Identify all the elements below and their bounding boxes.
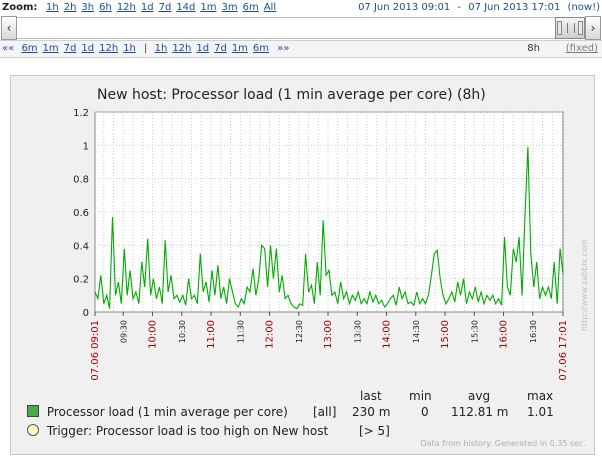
zoom-link-3h[interactable]: 3h bbox=[81, 2, 95, 13]
y-tick-label: 0.2 bbox=[73, 275, 89, 286]
legend-item-max: 1.01 bbox=[527, 405, 554, 419]
legend-trigger: Trigger: Processor load is too high on N… bbox=[27, 424, 587, 440]
back-link-6m[interactable]: 6m bbox=[21, 43, 38, 54]
x-tick-label: 15:30 bbox=[470, 320, 479, 343]
forward-link-7d[interactable]: 7d bbox=[214, 43, 227, 54]
legend-item-scope: [all] bbox=[313, 405, 337, 419]
x-tick-label: 14:30 bbox=[412, 320, 421, 343]
now-link[interactable]: (now!) bbox=[567, 2, 600, 13]
date-range: 07 Jun 2013 09:01 - 07 Jun 2013 17:01 (n… bbox=[354, 0, 600, 16]
forward-link-6m[interactable]: 6m bbox=[252, 43, 270, 54]
forward-options: 1h 12h 1d 7d 1m 6m bbox=[155, 43, 274, 54]
zoom-link-2h[interactable]: 2h bbox=[63, 2, 77, 13]
scroll-track[interactable] bbox=[17, 17, 585, 39]
yellow-circle-icon bbox=[27, 424, 39, 436]
x-tick-label: 12:00 bbox=[265, 320, 276, 349]
forward-arrows[interactable]: »» bbox=[277, 43, 290, 54]
zoom-link-14d[interactable]: 14d bbox=[176, 2, 196, 13]
x-tick-label: 14:00 bbox=[382, 320, 393, 349]
y-tick-label: 0 bbox=[83, 308, 89, 319]
graph-title: New host: Processor load (1 min average … bbox=[97, 87, 486, 103]
green-square-swatch-icon bbox=[27, 405, 39, 417]
fixed-toggle[interactable]: (fixed) bbox=[565, 43, 598, 54]
trigger-threshold: [> 5] bbox=[359, 424, 390, 438]
scroll-left-button[interactable]: ‹ bbox=[1, 16, 17, 40]
y-tick-label: 0.6 bbox=[73, 208, 89, 219]
back-options: 6m 1m 7d 1d 12h 1h bbox=[21, 43, 140, 54]
timeline-scrollbar: ‹ › bbox=[0, 16, 602, 40]
thumb-grip-icon bbox=[567, 23, 575, 33]
period-nav-links: «« 6m 1m 7d 1d 12h 1h | 1h 12h 1d 7d 1m 6m »» bbox=[2, 41, 293, 57]
back-arrows[interactable]: «« bbox=[2, 43, 15, 54]
x-tick-label: 11:00 bbox=[206, 320, 217, 349]
graph-panel: New host: Processor load (1 min average … bbox=[10, 75, 595, 455]
trigger-text: Trigger: Processor load is too high on N… bbox=[46, 424, 329, 438]
period-navigation: «« 6m 1m 7d 1d 12h 1h | 1h 12h 1d 7d 1m 6m »» 8h (… bbox=[0, 40, 602, 58]
zoom-bar: Zoom: 1h 2h 3h 6h 12h 1d 7d 14d 1m 3m 6m All 07 Jun… bbox=[0, 0, 602, 16]
y-tick-label: 0.4 bbox=[73, 241, 89, 252]
forward-link-1d[interactable]: 1d bbox=[196, 43, 210, 54]
back-link-1d[interactable]: 1d bbox=[81, 43, 95, 54]
x-tick-label: 09:30 bbox=[119, 320, 128, 343]
x-tick-label: 07.06 17:01 bbox=[558, 320, 569, 381]
chevron-right-icon: › bbox=[590, 21, 596, 35]
zoom-link-6m[interactable]: 6m bbox=[242, 2, 259, 13]
zoom-link-12h[interactable]: 12h bbox=[116, 2, 136, 13]
y-tick-label: 1.2 bbox=[73, 108, 89, 119]
x-tick-label: 11:30 bbox=[236, 320, 245, 343]
zoom-link-1d[interactable]: 1d bbox=[140, 2, 154, 13]
x-tick-label: 15:00 bbox=[440, 320, 451, 349]
legend-header-avg: avg bbox=[468, 389, 491, 403]
forward-link-1m[interactable]: 1m bbox=[231, 43, 248, 54]
x-tick-label: 07.06 09:01 bbox=[90, 320, 101, 381]
series-line-0 bbox=[94, 146, 564, 310]
date-separator: - bbox=[457, 2, 462, 13]
y-tick-label: 1 bbox=[83, 141, 89, 152]
watermark: http://www.zabbix.com bbox=[580, 239, 589, 331]
y-tick-label: 0.8 bbox=[73, 175, 89, 186]
zoom-link-All[interactable]: All bbox=[263, 2, 277, 13]
back-link-1h[interactable]: 1h bbox=[123, 43, 136, 54]
zoom-link-6h[interactable]: 6h bbox=[99, 2, 112, 13]
back-link-7d[interactable]: 7d bbox=[63, 43, 77, 54]
date-to: 07 Jun 2013 17:01 bbox=[468, 2, 561, 13]
zoom-link-1m[interactable]: 1m bbox=[200, 2, 217, 13]
thumb-resize-right-handle[interactable] bbox=[578, 21, 583, 35]
back-link-1m[interactable]: 1m bbox=[42, 43, 59, 54]
x-tick-label: 16:30 bbox=[529, 320, 538, 343]
scroll-thumb[interactable] bbox=[555, 17, 585, 39]
legend-header-min: min bbox=[409, 389, 432, 403]
x-tick-label: 13:30 bbox=[353, 320, 362, 343]
thumb-resize-left-handle[interactable] bbox=[557, 21, 562, 35]
legend-item-last: 230 m bbox=[352, 405, 391, 419]
legend-item-name: Processor load (1 min average per core) bbox=[46, 405, 288, 419]
processor-load-chart: 0 0.2 0.4 0.6 0.8 1 1.2 07.06 09:01 09:30 10:00 10… bbox=[73, 108, 569, 381]
scroll-right-button[interactable]: › bbox=[585, 16, 601, 40]
zoom-options: 1h 2h 3h 6h 12h 1d 7d 14d 1m 3m 6m All bbox=[46, 0, 281, 16]
footer-note: Data from history. Generated in 0.35 sec… bbox=[420, 439, 586, 448]
nav-divider: | bbox=[144, 43, 148, 54]
legend-header-last: last bbox=[360, 389, 382, 403]
legend-header-max: max bbox=[527, 389, 554, 403]
chevron-left-icon: ‹ bbox=[6, 21, 12, 35]
x-tick-label: 16:00 bbox=[499, 320, 510, 349]
back-link-12h[interactable]: 12h bbox=[99, 43, 119, 54]
zoom-label: Zoom: bbox=[2, 2, 38, 13]
x-tick-label: 10:00 bbox=[148, 320, 159, 349]
legend-item-min: 0 bbox=[421, 405, 429, 419]
forward-link-1h[interactable]: 1h bbox=[154, 43, 168, 54]
zoom-link-1h[interactable]: 1h bbox=[46, 2, 59, 13]
zoom-link-7d[interactable]: 7d bbox=[158, 2, 172, 13]
zoom-link-3m[interactable]: 3m bbox=[221, 2, 238, 13]
x-tick-label: 13:00 bbox=[323, 320, 334, 349]
forward-link-12h[interactable]: 12h bbox=[172, 43, 192, 54]
x-tick-label: 10:30 bbox=[178, 320, 187, 343]
period-value: 8h bbox=[527, 43, 540, 54]
legend-item-avg: 112.81 m bbox=[451, 405, 509, 419]
legend-item-processor-load: Processor load (1 min average per core) … bbox=[27, 405, 587, 421]
x-tick-label: 12:30 bbox=[295, 320, 304, 343]
date-from: 07 Jun 2013 09:01 bbox=[358, 2, 451, 13]
